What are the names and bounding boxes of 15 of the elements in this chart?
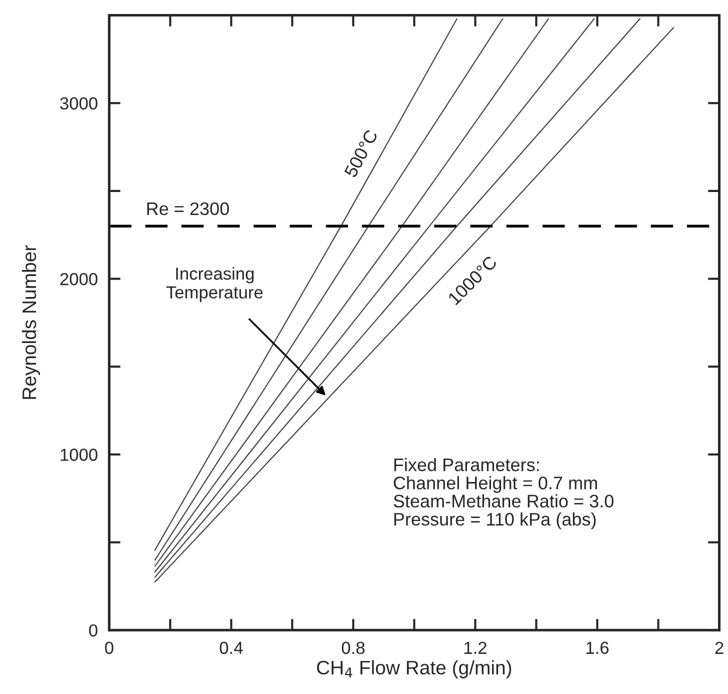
x-tick-label: 1.2 (464, 642, 486, 654)
y-tick-label: 1000 (60, 448, 98, 461)
x-tick-label: 2 (715, 642, 724, 654)
y-tick-label: 2000 (60, 272, 98, 286)
y-axis-title: Reynolds Number (22, 245, 40, 399)
x-tick-label: 1.6 (586, 642, 609, 654)
x-tick-label: 0.4 (220, 642, 243, 654)
y-tick-label: 3000 (60, 97, 98, 110)
annotation: Fixed Parameters: Channel Height = 0.7 mm Steam-Methane Ratio = 3.0 Pressure = 110 kPa (abs) (394, 458, 614, 530)
x-tick-label: 0 (105, 642, 114, 654)
y-tick-label: 0 (89, 624, 98, 637)
x-axis-title: CH$_{4}$ Flow Rate (g/min) (317, 660, 512, 678)
x-tick-label: 0.8 (342, 642, 365, 654)
annotation: Increasing Temperature (166, 267, 263, 302)
ref-line-label: Re = 2300 (147, 202, 229, 216)
